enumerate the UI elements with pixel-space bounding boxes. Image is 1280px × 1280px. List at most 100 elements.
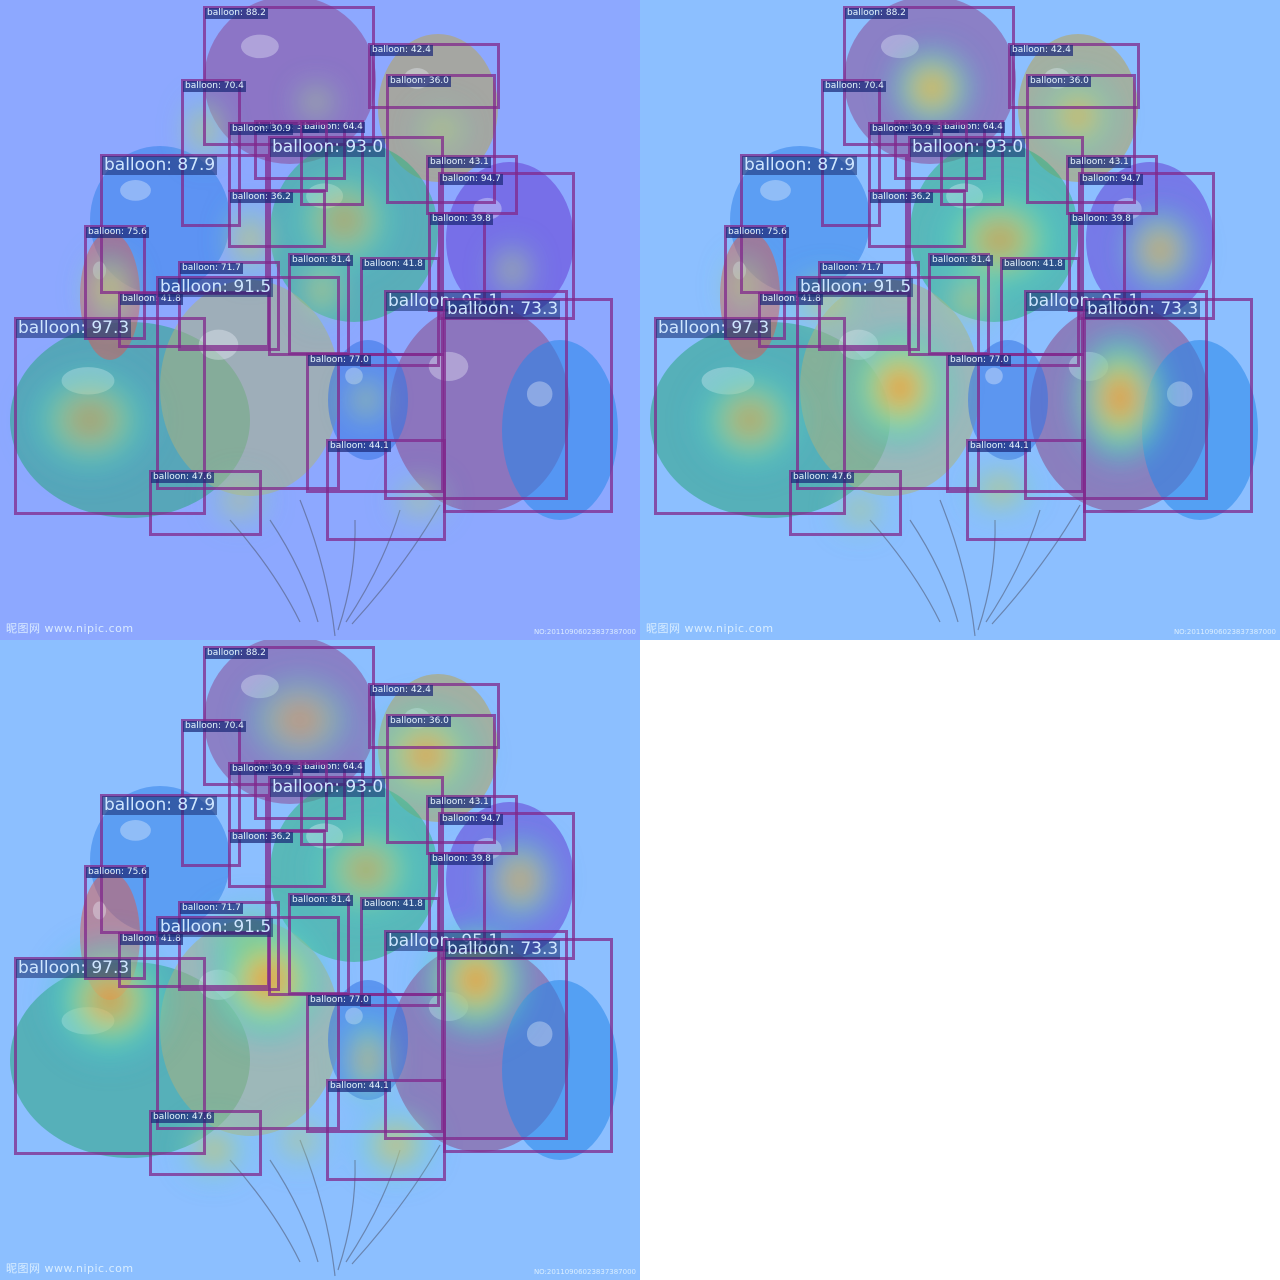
empty-panel [640,640,1280,1280]
detection-box: balloon: 44.1 [326,439,446,541]
detection-box: balloon: 73.3 [443,938,613,1153]
detection-label: balloon: 88.2 [205,8,268,19]
heatmap-panel-1: balloon: 88.2 balloon: 42.4 balloon: 36.0 b… [0,0,640,640]
detection-box: balloon: 75.6 [84,225,149,340]
detection-label: balloon: 87.9 [742,155,858,175]
detection-box: balloon: 47.6 [149,470,262,536]
watermark-id: NO:20110906023837387000 [533,628,636,636]
detection-label: balloon: 87.9 [102,155,218,175]
detection-label: balloon: 91.5 [158,277,274,297]
detection-label: balloon: 75.6 [86,227,149,238]
activation-heat [690,44,1200,534]
detection-box: balloon: 42.4 [368,43,500,109]
detection-label: balloon: 42.4 [370,685,433,696]
detection-box: balloon: 71.7 [818,261,920,351]
detection-label: balloon: 81.4 [290,255,353,266]
detection-label: balloon: 81.4 [930,255,993,266]
detection-label: balloon: 36.0 [388,76,451,87]
detection-box: balloon: 70.4 [181,79,246,227]
detection-label: balloon: 47.6 [151,472,214,483]
heatmap-panel-2: balloon: 88.2 balloon: 42.4 balloon: 36.0 b… [640,0,1280,640]
detection-label: balloon: 71.7 [180,263,243,274]
detection-label: balloon: 88.2 [205,648,268,659]
detection-box: balloon: 73.3 [1083,298,1253,513]
detection-label: balloon: 73.3 [1085,299,1201,319]
detection-label: balloon: 77.0 [308,995,371,1006]
detection-label: balloon: 64.4 [302,762,365,773]
detection-label: balloon: 41.8 [362,899,425,910]
detection-label: balloon: 97.3 [16,318,132,338]
detection-label: balloon: 30.9 [230,764,293,775]
detection-label: balloon: 47.6 [151,1112,214,1123]
balloon [502,340,618,520]
detection-label: balloon: 39.8 [1070,214,1133,225]
detection-box: balloon: 41.8 [360,897,440,1007]
detection-label: balloon: 91.5 [158,917,274,937]
detection-box: balloon: 73.3 [443,298,613,513]
detection-label: balloon: 36.2 [230,832,293,843]
detection-label: balloon: 94.7 [440,174,503,185]
detection-label: balloon: 70.4 [823,81,886,92]
detection-label: balloon: 42.4 [370,45,433,56]
detection-box: balloon: 47.6 [789,470,902,536]
detection-box: balloon: 44.1 [966,439,1086,541]
detection-label: balloon: 36.0 [388,716,451,727]
detection-box: balloon: 36.2 [228,190,326,248]
detection-label: balloon: 81.4 [290,895,353,906]
detection-box: balloon: 44.1 [326,1079,446,1181]
detection-box: balloon: 70.4 [821,79,886,227]
detection-label: balloon: 42.4 [1010,45,1073,56]
detection-box: balloon: 97.3 [14,317,206,515]
watermark-id: NO:20110906023837387000 [1173,628,1276,636]
detection-label: balloon: 88.2 [845,8,908,19]
detection-label: balloon: 73.3 [445,939,561,959]
detection-label: balloon: 75.6 [726,227,789,238]
detection-box: balloon: 71.7 [178,901,280,991]
detection-label: balloon: 41.8 [362,259,425,270]
detection-box: balloon: 75.6 [84,865,149,980]
balloon-strings [229,499,441,637]
detection-label: balloon: 73.3 [445,299,561,319]
detection-box: balloon: 97.3 [654,317,846,515]
detection-box: balloon: 91.5 [156,916,340,1130]
detection-label: balloon: 36.2 [870,192,933,203]
detection-label: balloon: 93.0 [910,137,1026,157]
detection-label: balloon: 41.8 [120,294,183,305]
detection-label: balloon: 75.6 [86,867,149,878]
detection-label: balloon: 93.0 [270,137,386,157]
detection-label: balloon: 41.8 [1002,259,1065,270]
detection-box: balloon: 47.6 [149,1110,262,1176]
detection-box: balloon: 77.0 [306,353,444,493]
detection-label: balloon: 70.4 [183,721,246,732]
detection-box: balloon: 41.8 [360,257,440,367]
detection-label: balloon: 43.1 [428,797,491,808]
detection-label: balloon: 71.7 [820,263,883,274]
detection-label: balloon: 64.4 [302,122,365,133]
detection-label: balloon: 39.8 [430,854,493,865]
detection-label: balloon: 94.7 [440,814,503,825]
detection-box: balloon: 36.2 [228,830,326,888]
detection-box: balloon: 41.8 [1000,257,1080,367]
detection-label: balloon: 97.3 [656,318,772,338]
detection-label: balloon: 97.3 [16,958,132,978]
balloon [968,340,1048,460]
detection-box: balloon: 77.0 [946,353,1084,493]
detection-label: balloon: 43.1 [1068,157,1131,168]
detection-label: balloon: 47.6 [791,472,854,483]
detection-label: balloon: 41.8 [760,294,823,305]
detection-box: balloon: 64.4 [300,120,365,206]
detection-label: balloon: 87.9 [102,795,218,815]
detection-label: balloon: 91.5 [798,277,914,297]
detection-label: balloon: 41.8 [120,934,183,945]
detection-box: balloon: 64.4 [300,760,365,846]
detection-label: balloon: 94.7 [1080,174,1143,185]
detection-label: balloon: 30.9 [870,124,933,135]
detection-box: balloon: 91.5 [796,276,980,490]
detection-box: balloon: 75.6 [724,225,789,340]
detection-label: balloon: 93.0 [270,777,386,797]
detection-label: balloon: 44.1 [328,441,391,452]
detection-box: balloon: 77.0 [306,993,444,1133]
detection-box: balloon: 36.2 [868,190,966,248]
detection-box: balloon: 42.4 [368,683,500,749]
detection-box: balloon: 91.5 [156,276,340,490]
